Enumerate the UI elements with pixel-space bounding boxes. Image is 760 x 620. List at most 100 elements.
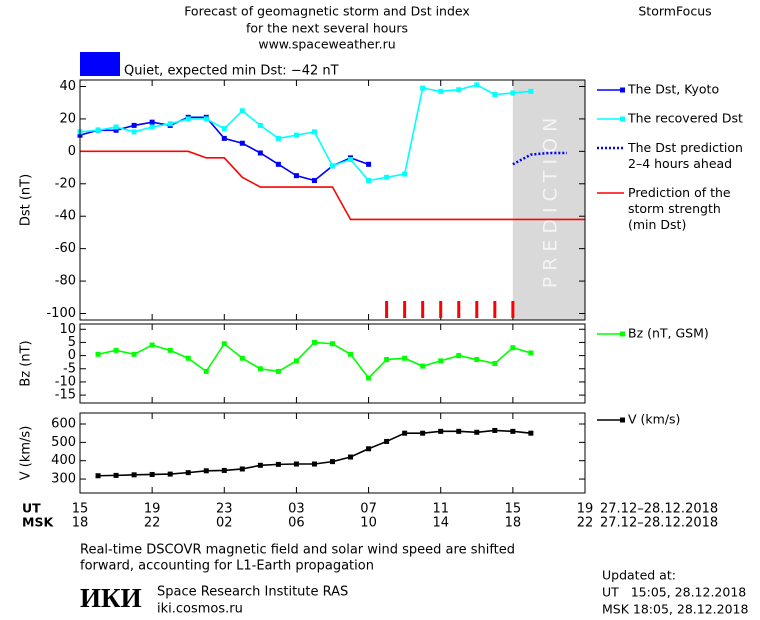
x-tick-label: 19 — [577, 502, 594, 517]
note: forward, accounting for L1-Earth propaga… — [80, 559, 374, 574]
x-tick-label: 18 — [505, 516, 522, 531]
legend-marker — [620, 331, 625, 337]
marker — [149, 342, 155, 348]
marker — [131, 472, 137, 478]
marker — [438, 358, 444, 364]
panel-frame — [79, 79, 586, 321]
marker — [113, 347, 119, 353]
marker — [185, 470, 191, 476]
marker — [510, 345, 516, 351]
institute: Space Research Institute RAS — [157, 585, 348, 600]
marker — [456, 353, 462, 359]
marker — [275, 461, 281, 467]
prediction-label: PREDICTION — [539, 112, 561, 289]
status-box — [80, 52, 120, 76]
x-tick-label: 03 — [288, 502, 305, 517]
prediction-mark — [403, 301, 407, 318]
marker — [330, 459, 335, 465]
marker — [113, 127, 119, 133]
marker — [420, 430, 426, 436]
legend-marker — [620, 116, 625, 122]
marker — [330, 341, 335, 347]
prediction-mark — [421, 301, 425, 318]
updated-title: Updated at: — [602, 568, 676, 583]
x-tick-label: 14 — [432, 516, 449, 531]
legend-label: Prediction of the storm strength (min Dst) — [628, 185, 731, 232]
y-tick-label: 5 — [68, 335, 76, 350]
y-tick-label: -100 — [46, 306, 76, 321]
marker — [275, 161, 281, 167]
marker — [95, 127, 101, 133]
brand: StormFocus — [638, 4, 711, 19]
marker — [131, 351, 137, 357]
marker — [348, 454, 354, 460]
y-tick-label: -5 — [63, 361, 76, 376]
y-tick-label: 600 — [51, 417, 76, 432]
marker — [113, 472, 119, 478]
prediction-mark — [385, 301, 389, 318]
marker — [95, 473, 101, 479]
marker — [149, 119, 155, 125]
marker — [384, 438, 390, 444]
marker — [275, 135, 281, 141]
marker — [203, 116, 209, 122]
site: iki.cosmos.ru — [157, 602, 243, 617]
marker — [474, 82, 480, 88]
marker — [492, 92, 498, 98]
marker — [257, 122, 263, 128]
x-row-label: MSK — [22, 515, 54, 530]
marker — [366, 178, 372, 184]
x-tick-label: 19 — [144, 502, 161, 517]
marker — [348, 351, 354, 357]
marker — [402, 171, 408, 177]
x-tick-label: 15 — [505, 502, 522, 517]
prediction-mark — [439, 301, 443, 318]
marker — [275, 368, 281, 374]
marker — [221, 126, 227, 132]
marker — [474, 357, 480, 363]
marker — [311, 461, 317, 467]
marker — [221, 341, 227, 347]
panel-frame — [79, 412, 586, 494]
marker — [420, 363, 426, 369]
prediction-mark — [457, 301, 461, 318]
series-line — [80, 150, 585, 221]
marker — [510, 90, 516, 96]
marker — [239, 355, 245, 361]
marker — [402, 355, 408, 361]
title: for the next several hours — [246, 21, 408, 36]
marker — [492, 361, 498, 366]
marker — [384, 357, 390, 363]
marker — [239, 466, 245, 472]
y-tick-label: 10 — [59, 322, 76, 337]
title: Forecast of geomagnetic storm and Dst in… — [184, 4, 470, 19]
marker — [492, 427, 498, 433]
y-axis-label: V (km/s) — [19, 426, 34, 481]
y-tick-label: -80 — [55, 274, 76, 289]
marker — [510, 428, 516, 434]
marker — [366, 446, 372, 452]
x-tick-label: 10 — [360, 516, 377, 531]
y-tick-label: 300 — [51, 472, 76, 487]
marker — [420, 85, 426, 91]
status-text: Quiet, expected min Dst: −42 nT — [124, 64, 339, 79]
y-tick-label: -60 — [55, 241, 76, 256]
marker — [293, 461, 299, 467]
marker — [366, 161, 372, 167]
marker — [528, 430, 534, 436]
marker — [257, 150, 263, 156]
prediction-zone — [512, 80, 585, 320]
y-tick-label: 0 — [68, 144, 76, 159]
marker — [456, 428, 462, 434]
series-line — [79, 84, 531, 182]
marker — [203, 468, 209, 474]
prediction-mark — [475, 301, 479, 318]
x-tick-label: 07 — [360, 502, 377, 517]
marker — [402, 430, 408, 436]
x-tick-label: 06 — [288, 516, 305, 531]
marker — [257, 366, 263, 372]
marker — [311, 339, 317, 345]
updated-time: MSK 18:05, 28.12.2018 — [602, 602, 748, 617]
